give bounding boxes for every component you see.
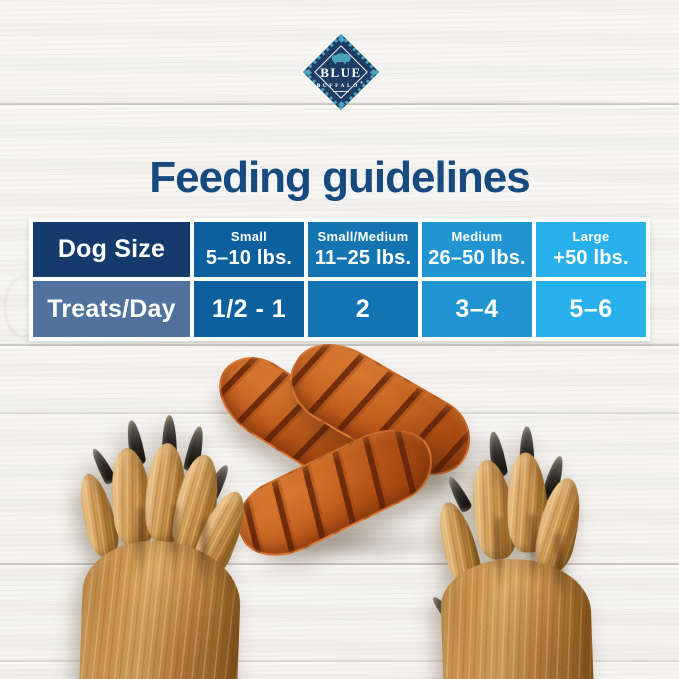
feeding-table: Dog Size Small 5–10 lbs. Small/Medium 11… [29, 218, 650, 341]
toe-shadow [525, 514, 541, 587]
size-label: Medium [451, 229, 503, 244]
treats-per-day-header-cell: Treats/Day [33, 281, 190, 337]
buffalo-icon [331, 52, 351, 65]
treats-cell-medium: 3–4 [422, 281, 532, 337]
toe-shadow [196, 520, 212, 593]
column-header-small: Small 5–10 lbs. [194, 222, 304, 277]
weight-label: 5–10 lbs. [205, 247, 293, 269]
treats-cell-large: 5–6 [536, 281, 646, 337]
paw-leg [439, 556, 594, 679]
weight-label: 11–25 lbs. [314, 247, 412, 269]
weight-label: 26–50 lbs. [428, 247, 526, 269]
treats-value: 3–4 [455, 294, 499, 323]
dog-paw-left [73, 410, 255, 679]
logo-word-buffalo: BUFFALO® [316, 79, 366, 89]
toe-shadow [132, 508, 148, 581]
wood-seam [0, 660, 679, 662]
blue-buffalo-logo: BLUE BUFFALO® [302, 33, 380, 111]
toe-shadow [491, 517, 507, 590]
treats-cell-small: 1/2 - 1 [194, 281, 304, 337]
dog-size-header-cell: Dog Size [33, 222, 190, 277]
logo-rule [333, 91, 349, 93]
logo-diamond: BLUE BUFFALO® [302, 33, 380, 111]
size-label: Large [572, 229, 610, 244]
treats-value: 1/2 - 1 [211, 294, 287, 323]
weight-label: +50 lbs. [553, 247, 629, 269]
treats-cell-small-medium: 2 [308, 281, 418, 337]
toe-shadow [167, 505, 182, 578]
wood-seam [0, 563, 679, 565]
size-label: Small [230, 229, 268, 244]
logo-word-blue: BLUE [320, 64, 362, 80]
dog-paw-right [429, 420, 595, 679]
page-title: Feeding guidelines [149, 153, 531, 202]
treats-value: 2 [355, 294, 371, 323]
size-label: Small/Medium [317, 229, 409, 244]
column-header-medium: Medium 26–50 lbs. [422, 222, 532, 277]
treats-value: 5–6 [569, 294, 613, 323]
toe-shadow [552, 533, 567, 606]
column-header-large: Large +50 lbs. [536, 222, 646, 277]
column-header-small-medium: Small/Medium 11–25 lbs. [308, 222, 418, 277]
